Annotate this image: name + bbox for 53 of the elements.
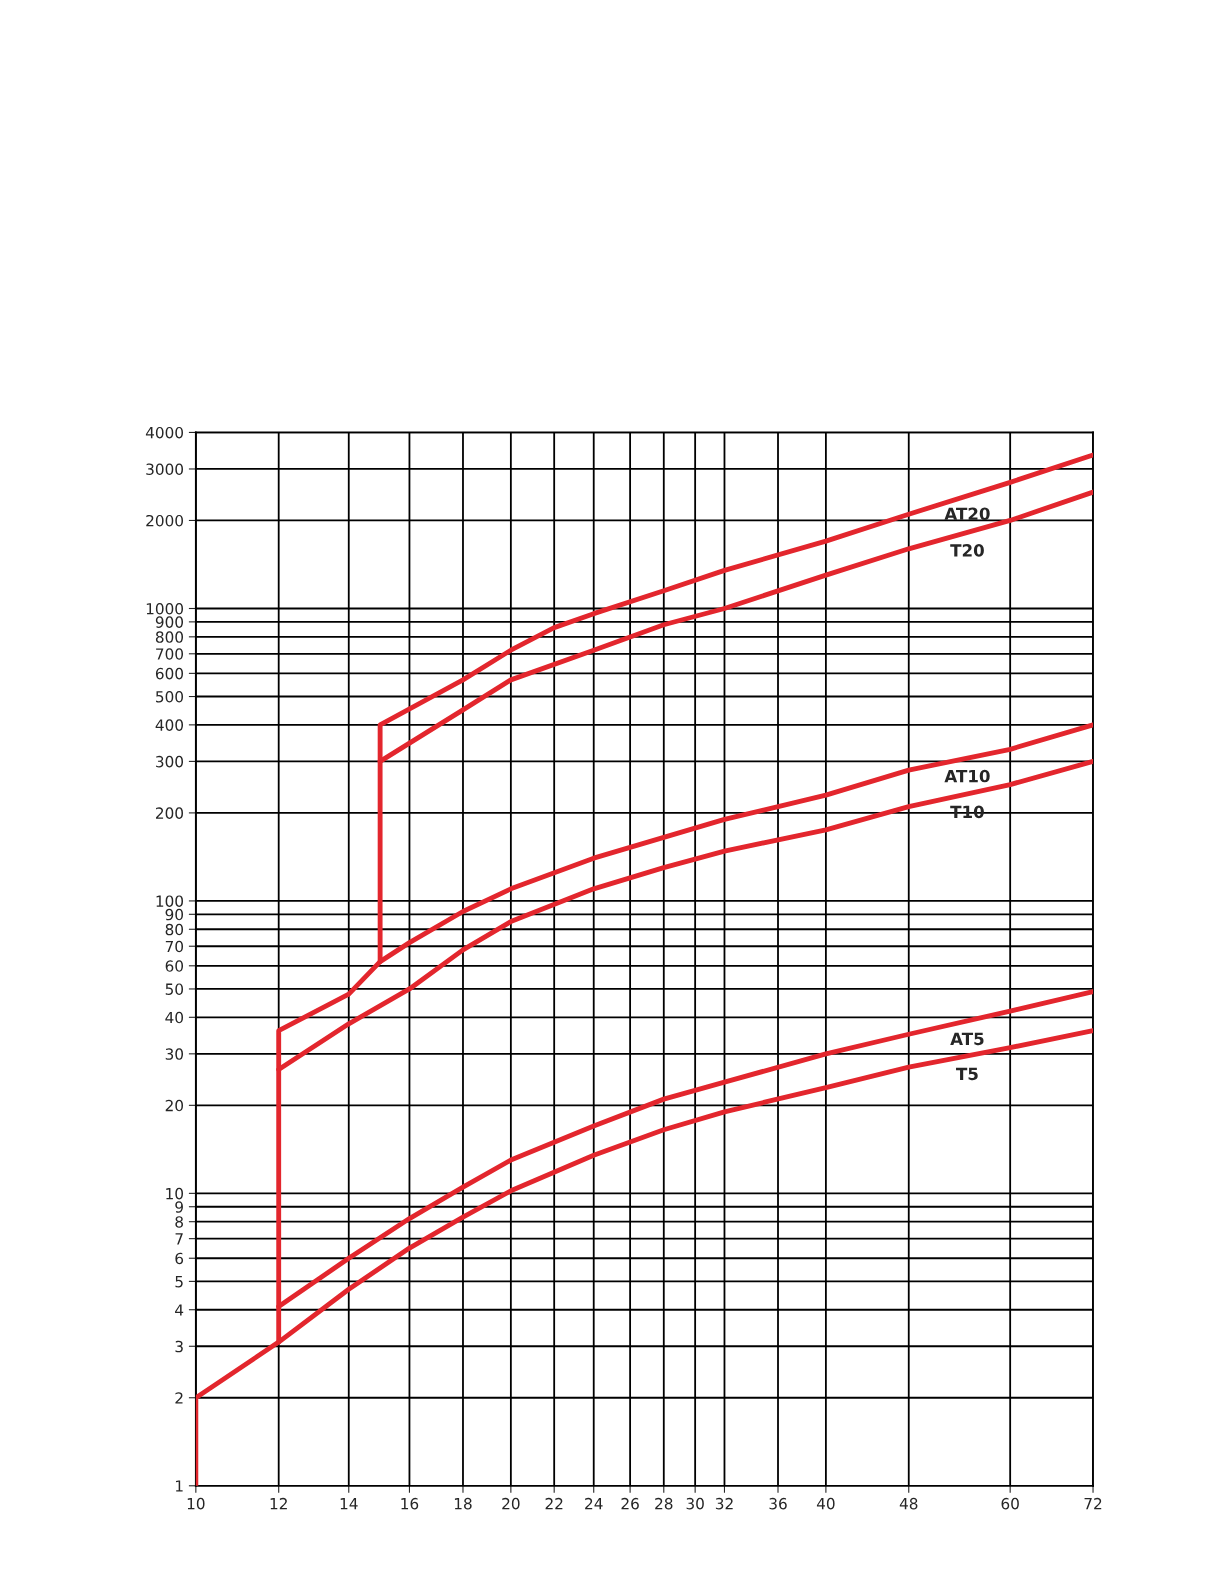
y-tick-label: 1000 (146, 602, 184, 615)
x-tick-label: 36 (769, 1497, 787, 1510)
y-tick-label: 600 (155, 667, 184, 680)
y-tick-label: 5 (175, 1276, 183, 1288)
y-tick-label: 60 (165, 960, 184, 972)
series-label: T5 (956, 1067, 978, 1081)
y-tick-label: 30 (165, 1048, 184, 1060)
y-tick-label: 800 (155, 631, 184, 643)
x-tick-label: 48 (899, 1497, 918, 1510)
y-tick-label: 400 (155, 719, 184, 731)
x-tick-label: 30 (686, 1497, 704, 1510)
y-tick-label: 20 (165, 1099, 184, 1112)
x-tick-label: 20 (502, 1497, 520, 1510)
x-tick-label: 14 (340, 1498, 358, 1510)
y-tick-label: 70 (165, 940, 184, 953)
y-tick-label: 4 (175, 1304, 184, 1316)
x-tick-label: 28 (655, 1497, 673, 1510)
series-label: AT10 (944, 769, 990, 783)
y-tick-label: 9 (175, 1201, 183, 1213)
x-tick-label: 26 (621, 1497, 639, 1510)
y-tick-label: 200 (155, 807, 184, 819)
y-tick-label: 80 (165, 923, 184, 936)
y-tick-label: 500 (156, 690, 184, 703)
x-tick-label: 16 (401, 1497, 419, 1510)
y-tick-label: 8 (175, 1216, 183, 1228)
y-tick-label: 90 (165, 908, 184, 921)
x-tick-label: 72 (1084, 1497, 1102, 1510)
y-tick-label: 3 (175, 1340, 183, 1353)
y-tick-label: 4000 (145, 426, 184, 439)
y-tick-label: 900 (155, 616, 184, 628)
y-tick-label: 2 (175, 1392, 183, 1404)
y-tick-label: 700 (156, 648, 184, 660)
y-tick-label: 50 (165, 983, 184, 995)
x-tick-label: 60 (1001, 1497, 1019, 1510)
y-tick-label: 1 (175, 1480, 183, 1492)
y-tick-label: 6 (175, 1252, 184, 1265)
x-tick-label: 10 (187, 1497, 205, 1510)
y-tick-label: 3000 (146, 463, 184, 475)
series-label: AT20 (944, 507, 990, 521)
y-tick-label: 100 (156, 895, 184, 907)
x-tick-label: 22 (545, 1497, 563, 1510)
x-tick-label: 24 (585, 1497, 603, 1510)
series-label: T20 (950, 544, 984, 557)
x-tick-label: 40 (816, 1497, 835, 1510)
x-tick-label: 12 (270, 1497, 287, 1510)
y-tick-label: 10 (166, 1187, 184, 1200)
y-tick-label: 7 (175, 1233, 183, 1245)
x-tick-label: 32 (715, 1497, 733, 1510)
y-tick-label: 40 (165, 1011, 184, 1024)
y-tick-label: 2000 (146, 514, 184, 527)
x-tick-label: 18 (454, 1497, 472, 1510)
y-tick-label: 300 (156, 755, 184, 768)
series-label: AT5 (950, 1032, 984, 1046)
